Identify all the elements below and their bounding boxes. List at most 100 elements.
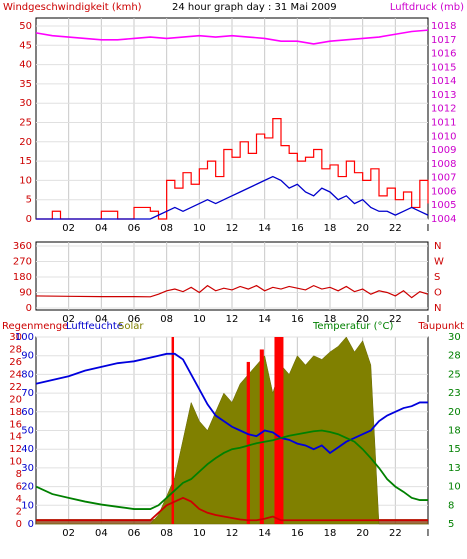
panel3-y-humidity-tick: 20 bbox=[21, 482, 34, 493]
panel1-y-left-tick: 30 bbox=[19, 98, 32, 109]
panel1-y-left-tick: 15 bbox=[19, 156, 32, 167]
panel2-x-tick: 02 bbox=[62, 314, 75, 325]
wind-direction-series bbox=[35, 284, 429, 299]
panel3-y-rain-tick: 14 bbox=[9, 432, 22, 443]
panel2-x-tick: 10 bbox=[193, 314, 206, 325]
rain-bar bbox=[274, 337, 284, 524]
panel2-x-tick: 22 bbox=[389, 314, 402, 325]
solar-area bbox=[36, 336, 428, 525]
panel3-y-rain-tick: 4 bbox=[16, 494, 22, 505]
panel3-y-temp-tick: 25 bbox=[448, 369, 461, 380]
panel3-x-tick: 22 bbox=[389, 528, 402, 539]
panel2-y-left-tick: 180 bbox=[13, 272, 32, 283]
panel3-x-tick: 02 bbox=[62, 528, 75, 539]
panel1-y-left-tick: 45 bbox=[19, 40, 32, 51]
panel1-y-right-tick: 1004 bbox=[431, 214, 456, 225]
panel1-y-right-tick: 1013 bbox=[431, 90, 456, 101]
panel1-y-left-tick: 20 bbox=[19, 137, 32, 148]
panel2-y-right-tick: N bbox=[434, 303, 441, 314]
panel3-label-solar: Solar bbox=[118, 321, 144, 332]
panel1-x-tick: I bbox=[427, 223, 430, 234]
panel3-y-humidity-tick: 70 bbox=[21, 388, 34, 399]
panel2-y-right-tick: O bbox=[434, 288, 442, 299]
panel2-x-tick: 14 bbox=[258, 314, 271, 325]
panel2-y-left-tick: 360 bbox=[13, 241, 32, 252]
panel2-x-tick: 08 bbox=[160, 314, 173, 325]
panel2-x-tick: 06 bbox=[128, 314, 141, 325]
rain-bar bbox=[259, 349, 264, 524]
panel2-x-tick: 12 bbox=[226, 314, 239, 325]
panel2-y-left-tick: 90 bbox=[19, 288, 32, 299]
panel1-x-tick: 08 bbox=[160, 223, 173, 234]
panel3-y-temp-tick: 5 bbox=[448, 519, 454, 530]
panel3-y-rain-tick: 24 bbox=[9, 369, 22, 380]
panel3-label-temperature: Temperatur (°C) bbox=[312, 321, 393, 332]
panel3-y-rain-tick: 28 bbox=[9, 344, 22, 355]
panel2-x-tick: 04 bbox=[95, 314, 108, 325]
panel3-y-rain-tick: 6 bbox=[16, 482, 22, 493]
panel3-x-tick: 12 bbox=[226, 528, 239, 539]
panel3-x-tick: 16 bbox=[291, 528, 304, 539]
panel1-right-label: Luftdruck (mb) bbox=[390, 2, 464, 13]
panel3-y-temp-tick: 10 bbox=[448, 482, 461, 493]
panel3-y-humidity-tick: 10 bbox=[21, 500, 34, 511]
panel1-y-right-tick: 1012 bbox=[431, 104, 456, 115]
panel3-y-rain-tick: 30 bbox=[9, 332, 22, 343]
panel1-y-left-tick: 40 bbox=[19, 60, 32, 71]
panel3-y-humidity-tick: 40 bbox=[21, 444, 34, 455]
panel1-x-tick: 18 bbox=[324, 223, 337, 234]
panel2-y-right-tick: W bbox=[434, 257, 444, 268]
panel1-y-right-tick: 1009 bbox=[431, 145, 456, 156]
wind-gust-series bbox=[36, 175, 429, 220]
panel2-x-tick: 18 bbox=[324, 314, 337, 325]
wind-speed-series bbox=[36, 118, 429, 220]
panel3-x-tick: 06 bbox=[128, 528, 141, 539]
panel1-y-right-tick: 1010 bbox=[431, 131, 456, 142]
panel3-x-tick: 04 bbox=[95, 528, 108, 539]
panel1-y-left-tick: 35 bbox=[19, 79, 32, 90]
panel3-y-temp-tick: 18 bbox=[448, 426, 461, 437]
panel3-y-humidity-tick: 100 bbox=[15, 332, 34, 343]
humidity-series bbox=[35, 352, 428, 455]
pressure-series bbox=[35, 29, 429, 45]
panel1-y-right-tick: 1006 bbox=[431, 186, 456, 197]
panel1-left-label: Windgeschwindigkeit (kmh) bbox=[3, 2, 142, 13]
panel1-title: 24 hour graph day : 31 Mai 2009 bbox=[172, 2, 337, 13]
panel2-y-left-tick: 0 bbox=[26, 303, 32, 314]
panel3-y-rain-tick: 10 bbox=[9, 457, 22, 468]
panel1-x-tick: 20 bbox=[356, 223, 369, 234]
panel3-x-tick: 20 bbox=[356, 528, 369, 539]
panel3-y-rain-tick: 12 bbox=[9, 444, 22, 455]
panel1-x-tick: 02 bbox=[62, 223, 75, 234]
panel3-y-temp-tick: 30 bbox=[448, 332, 461, 343]
panel1-y-right-tick: 1018 bbox=[431, 21, 456, 32]
panel3-label-rain: Regenmenge bbox=[2, 321, 68, 332]
panel3-y-temp-tick: 15 bbox=[448, 444, 461, 455]
panel3-y-humidity-tick: 50 bbox=[21, 426, 34, 437]
panel1-x-tick: 06 bbox=[128, 223, 141, 234]
panel1-y-left-tick: 25 bbox=[19, 118, 32, 129]
panel2-y-right-tick: N bbox=[434, 241, 441, 252]
panel2-y-right-tick: S bbox=[434, 272, 440, 283]
panel1-y-right-tick: 1017 bbox=[431, 35, 456, 46]
panel3-y-rain-tick: 22 bbox=[9, 382, 22, 393]
panel2-x-tick: 16 bbox=[291, 314, 304, 325]
panel3-y-rain-tick: 8 bbox=[16, 469, 22, 480]
panel1-y-right-tick: 1011 bbox=[431, 118, 456, 129]
panel3-y-rain-tick: 2 bbox=[16, 507, 22, 518]
panel1-x-tick: 10 bbox=[193, 223, 206, 234]
panel2-x-tick: 20 bbox=[356, 314, 369, 325]
panel3-y-humidity-tick: 90 bbox=[21, 351, 34, 362]
panel1-x-tick: 16 bbox=[291, 223, 304, 234]
panel1-y-right-tick: 1008 bbox=[431, 159, 456, 170]
panel3-y-temp-tick: 8 bbox=[448, 500, 454, 511]
rain-bar bbox=[246, 361, 250, 524]
panel3-y-temp-tick: 23 bbox=[448, 388, 461, 399]
panel3-x-tick: 10 bbox=[193, 528, 206, 539]
temperature-series bbox=[35, 429, 428, 510]
panel3-y-rain-tick: 26 bbox=[9, 357, 22, 368]
panel1-y-left-tick: 5 bbox=[26, 195, 32, 206]
panel1-x-tick: 22 bbox=[389, 223, 402, 234]
